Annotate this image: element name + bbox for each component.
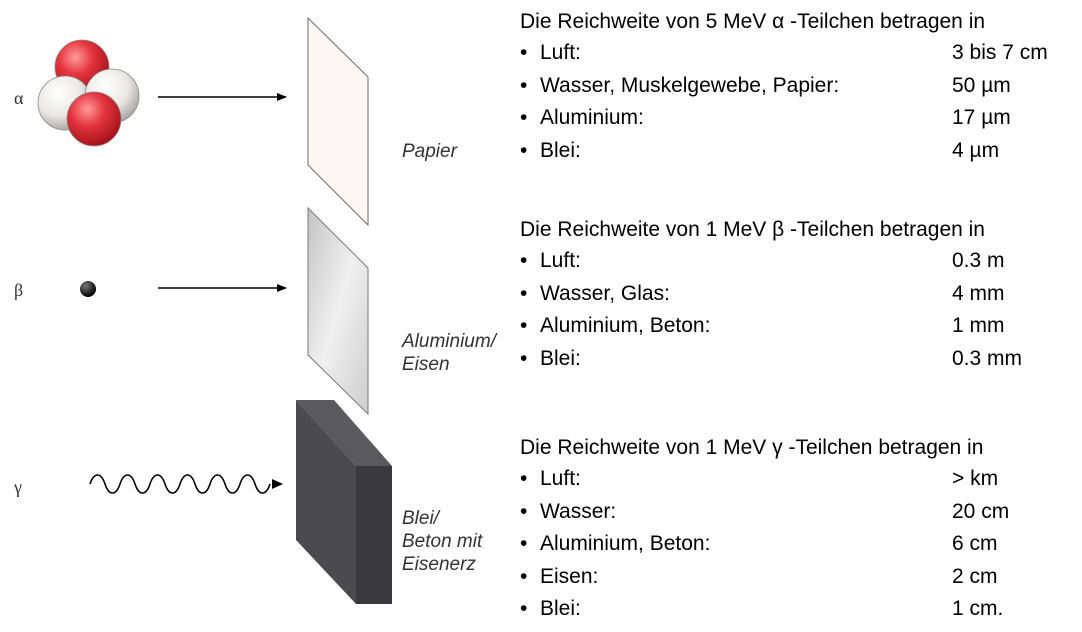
range-medium: Luft: <box>540 41 581 64</box>
bullet: • <box>520 564 528 588</box>
range-row: • Luft: 3 bis 7 cm <box>520 37 1080 70</box>
ray-label-gamma: γ <box>14 477 22 497</box>
range-value: 17 µm <box>952 106 1011 129</box>
gamma-range-block: Die Reichweite von 1 MeV γ -Teilchen bet… <box>520 432 1080 626</box>
material-label-line: Eisen <box>402 354 450 375</box>
range-row: • Wasser, Muskelgewebe, Papier: 50 µm <box>520 70 1080 103</box>
bullet: • <box>520 314 528 337</box>
bullet: • <box>520 346 528 370</box>
paper-sheet <box>307 16 369 227</box>
beta-particle-icon <box>80 281 96 297</box>
range-medium: Blei: <box>540 597 581 620</box>
range-row: • Aluminium, Beton: 6 cm <box>520 528 1080 561</box>
range-medium: Aluminium, Beton: <box>540 532 711 555</box>
range-medium: Blei: <box>540 138 581 162</box>
range-value: 1 cm. <box>952 597 1004 620</box>
range-row: • Blei: 0.3 mm <box>520 343 1080 376</box>
range-value: 20 cm <box>952 499 1010 523</box>
range-row: • Eisen: 2 cm <box>520 561 1080 594</box>
shielding-diagram <box>37 16 392 604</box>
range-heading: Die Reichweite von 5 MeV α -Teilchen bet… <box>520 10 986 33</box>
material-label-aluminium: Aluminium/ Eisen <box>402 330 496 376</box>
beta-range-block: Die Reichweite von 1 MeV β -Teilchen bet… <box>520 214 1080 375</box>
range-heading: Die Reichweite von 1 MeV γ -Teilchen bet… <box>520 436 984 459</box>
range-medium: Blei: <box>540 346 581 370</box>
range-medium: Wasser, Glas: <box>540 281 670 305</box>
range-value: > km <box>952 467 999 490</box>
bullet: • <box>520 106 528 129</box>
material-label-line: Blei/ <box>402 508 439 529</box>
material-label-lead: Blei/ Beton mit Eisenerz <box>402 507 482 576</box>
bullet: • <box>520 532 528 555</box>
range-row: • Wasser: 20 cm <box>520 496 1080 529</box>
range-value: 3 bis 7 cm <box>952 41 1048 64</box>
range-medium: Wasser, Muskelgewebe, Papier: <box>540 73 840 97</box>
range-medium: Luft: <box>540 467 581 490</box>
bullet: • <box>520 73 528 97</box>
range-row: • Wasser, Glas: 4 mm <box>520 278 1080 311</box>
bullet: • <box>520 281 528 305</box>
range-medium: Eisen: <box>540 564 599 588</box>
alpha-particle-icon <box>37 39 140 147</box>
range-value: 50 µm <box>952 73 1011 97</box>
bullet: • <box>520 467 528 490</box>
material-label-line: Aluminium/ <box>402 331 496 352</box>
range-value: 4 mm <box>952 281 1005 305</box>
gamma-wave-icon <box>89 474 271 494</box>
bullet: • <box>520 41 528 64</box>
range-row: • Blei: 4 µm <box>520 135 1080 168</box>
bullet: • <box>520 138 528 162</box>
bullet: • <box>520 249 528 272</box>
range-row: • Blei: 1 cm. <box>520 593 1080 626</box>
ray-label-beta: β <box>14 280 24 300</box>
gamma-arrow-head <box>272 479 283 489</box>
range-row: • Luft: 0.3 m <box>520 245 1080 278</box>
aluminium-sheet <box>307 206 369 416</box>
lead-block <box>296 400 392 604</box>
material-label-line: Papier <box>402 141 457 162</box>
range-value: 2 cm <box>952 564 998 588</box>
bullet: • <box>520 499 528 523</box>
range-row: • Luft: > km <box>520 463 1080 496</box>
range-row: • Aluminium, Beton: 1 mm <box>520 310 1080 343</box>
ray-label-alpha: α <box>14 88 24 108</box>
material-label-paper: Papier <box>402 140 457 163</box>
range-heading: Die Reichweite von 1 MeV β -Teilchen bet… <box>520 218 985 241</box>
range-row: • Aluminium: 17 µm <box>520 102 1080 135</box>
range-value: 1 mm <box>952 314 1005 337</box>
range-medium: Aluminium: <box>540 106 644 129</box>
material-label-line: Beton mit <box>402 531 483 552</box>
range-value: 0.3 mm <box>952 346 1023 370</box>
range-medium: Aluminium, Beton: <box>540 314 711 337</box>
alpha-range-block: Die Reichweite von 5 MeV α -Teilchen bet… <box>520 6 1080 167</box>
range-medium: Wasser: <box>540 499 617 523</box>
range-medium: Luft: <box>540 249 581 272</box>
range-value: 6 cm <box>952 532 998 555</box>
range-value: 0.3 m <box>952 249 1005 272</box>
bullet: • <box>520 597 528 620</box>
range-value: 4 µm <box>952 138 1000 162</box>
material-label-line: Eisenerz <box>402 554 476 575</box>
